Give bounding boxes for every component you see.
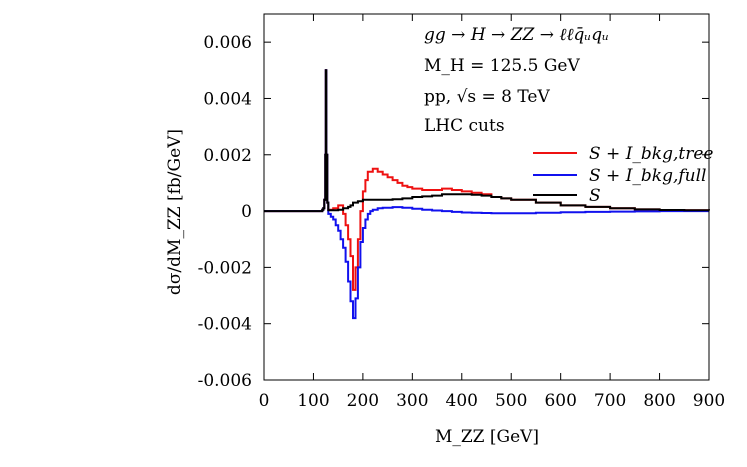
y-tick-label: -0.004 [198, 315, 252, 335]
y-tick-label: 0.002 [203, 146, 252, 166]
y-tick-label: 0 [241, 202, 252, 222]
x-tick-label: 500 [495, 391, 527, 411]
x-tick-label: 100 [297, 391, 329, 411]
legend: S + I_bkg,tree S + I_bkg,full S [533, 144, 713, 206]
x-tick-label: 0 [259, 391, 270, 411]
x-tick-label: 800 [643, 391, 675, 411]
annotation-higgs-mass: M_H = 125.5 GeV [424, 56, 580, 76]
x-tick-label: 200 [347, 391, 379, 411]
annotation-cuts: LHC cuts [424, 116, 505, 136]
legend-label-s-plus-i-bkg-full: S + I_bkg,full [589, 166, 707, 186]
annotation-process: gg → H → ZZ → ℓℓq̄ᵤqᵤ [424, 25, 609, 45]
x-tick-label: 400 [446, 391, 478, 411]
legend-label-s-plus-i-bkg-tree: S + I_bkg,tree [589, 144, 713, 164]
x-tick-label: 700 [594, 391, 626, 411]
series-line-s [264, 69, 710, 213]
series-layer [264, 69, 710, 320]
y-tick-label: -0.006 [198, 371, 252, 391]
plot-frame [263, 13, 710, 381]
tick-layer [263, 14, 710, 381]
tick-labels: 0 100 200 300 400 500 600 700 800 900 -0.006 -0.004… [198, 33, 726, 411]
y-axis-title: dσ/dM_ZZ [fb/GeV] [165, 129, 185, 295]
x-tick-label: 900 [693, 391, 725, 411]
annotation-block: gg → H → ZZ → ℓℓq̄ᵤqᵤ M_H = 125.5 GeV pp… [424, 25, 609, 136]
y-tick-label: 0.004 [203, 89, 252, 109]
annotation-energy: pp, √s = 8 TeV [424, 87, 550, 107]
y-tick-label: -0.002 [198, 258, 252, 278]
x-tick-label: 600 [544, 391, 576, 411]
y-tick-label: 0.006 [203, 33, 252, 53]
x-tick-label: 300 [396, 391, 428, 411]
legend-label-s: S [589, 186, 601, 206]
x-axis-title: M_ZZ [GeV] [435, 427, 539, 447]
